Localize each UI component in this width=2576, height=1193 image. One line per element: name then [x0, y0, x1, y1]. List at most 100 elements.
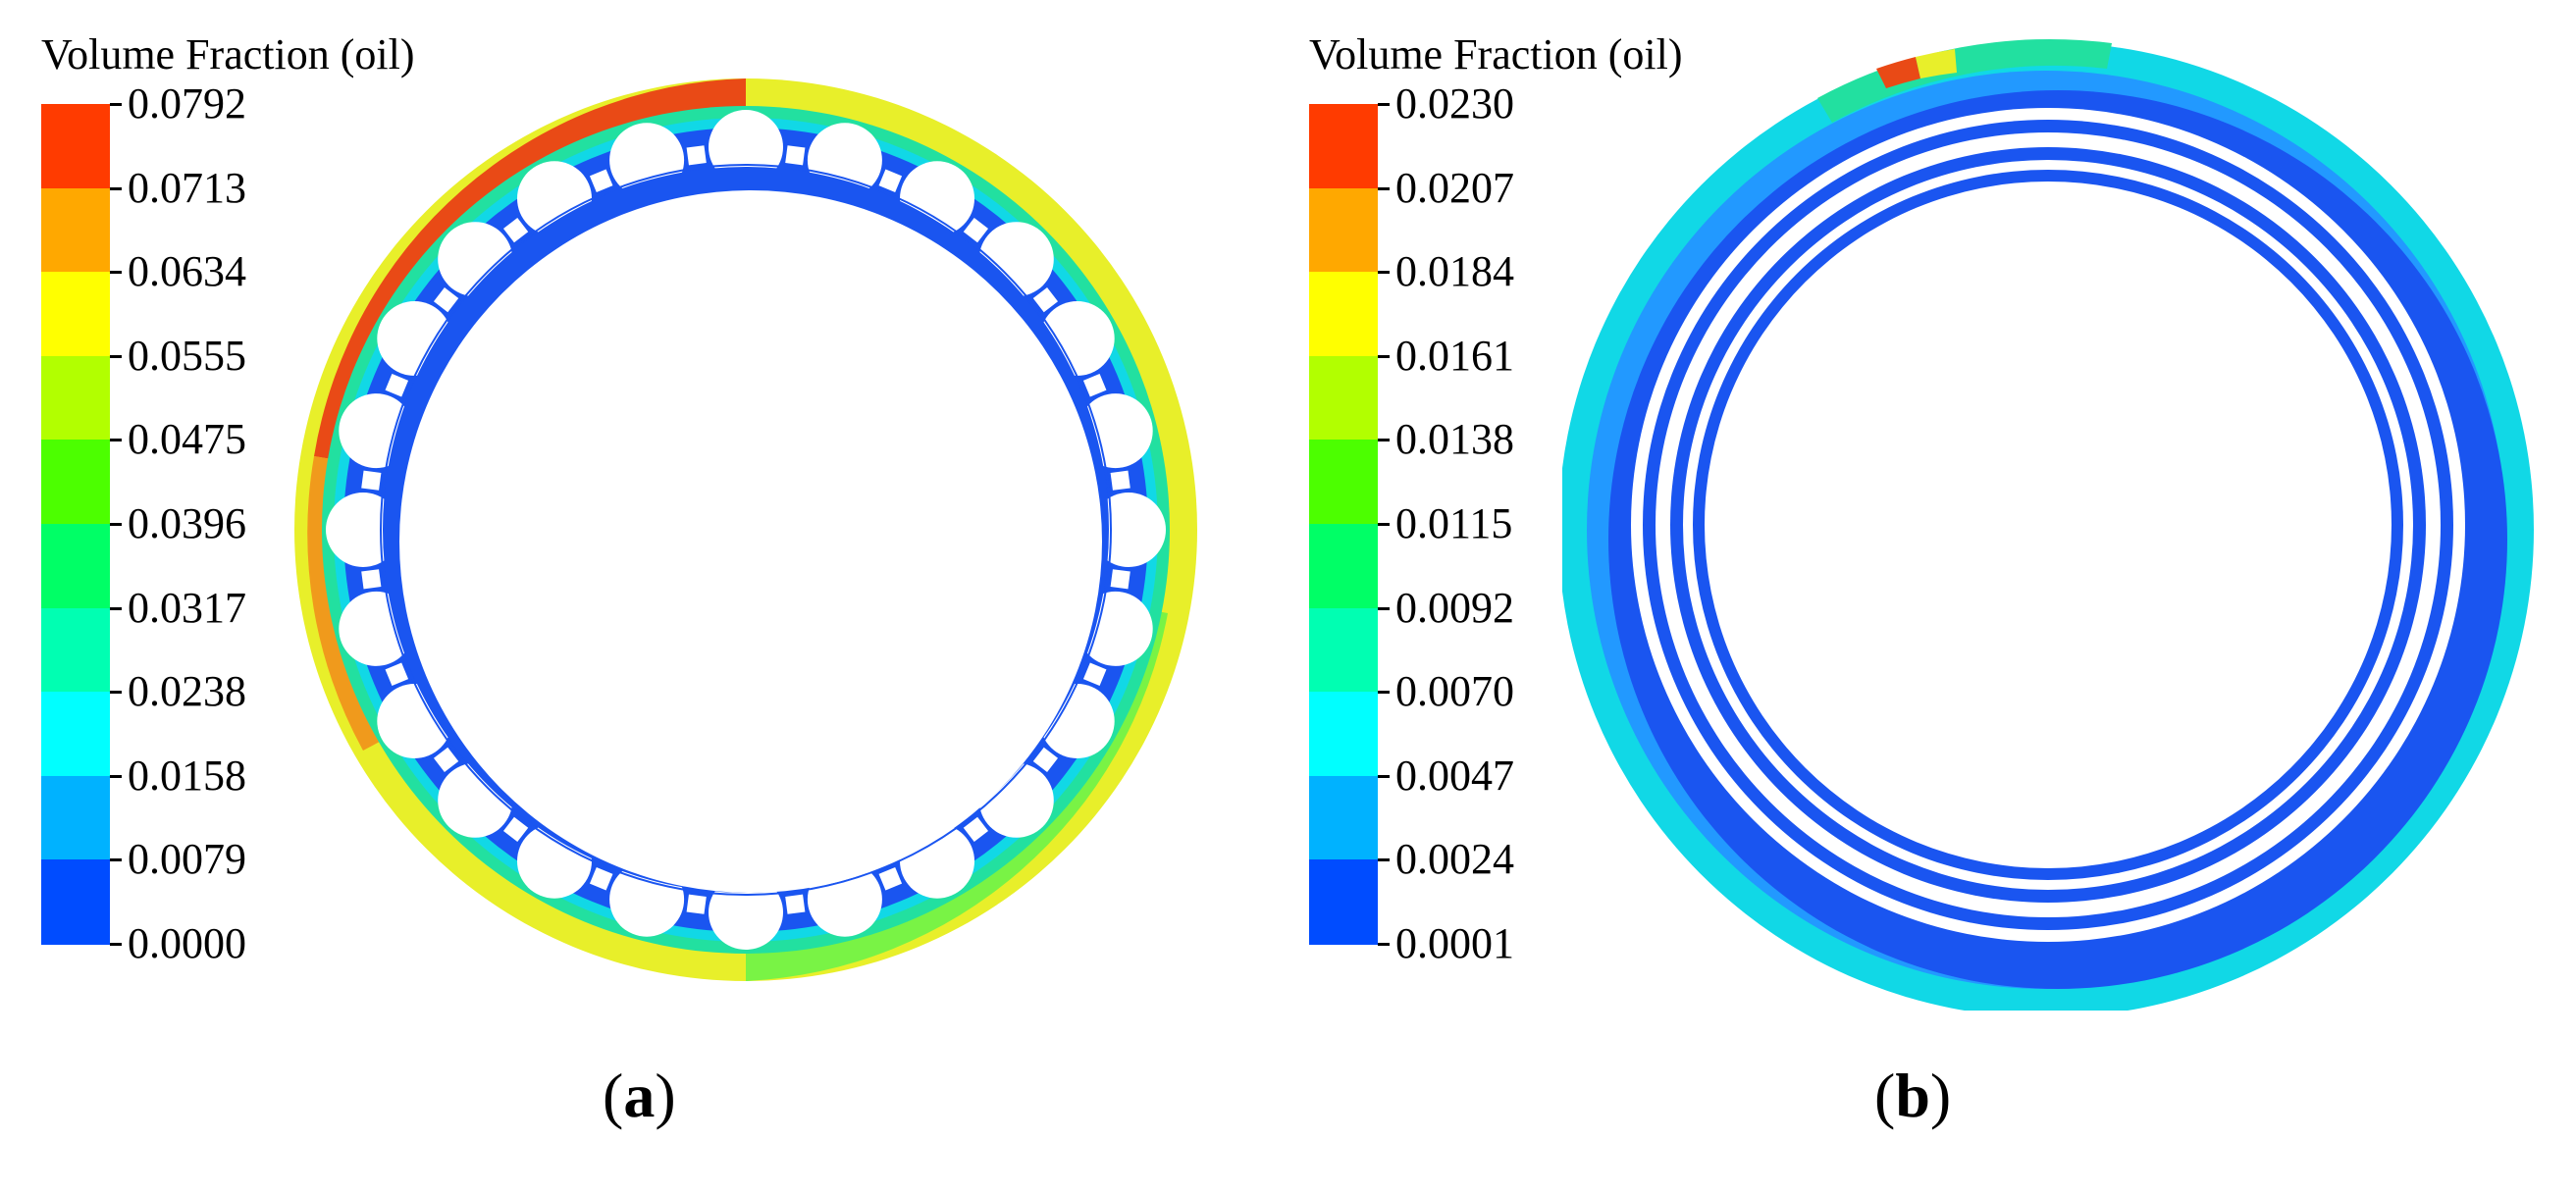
cage-pocket: [686, 145, 707, 166]
colorbar-tick: [1378, 439, 1390, 442]
colorbar-tick: [1378, 186, 1390, 190]
legend-title: Volume Fraction (oil): [1309, 30, 1683, 78]
colorbar-band: [41, 104, 110, 189]
colorbar-tick: [1378, 606, 1390, 610]
cage-pocket: [502, 217, 529, 243]
colorbar-tick: [110, 186, 122, 190]
colorbar-tick: [110, 606, 122, 610]
colorbar-band: [41, 272, 110, 357]
cage-pocket: [1110, 470, 1130, 491]
cage-pocket: [1110, 569, 1130, 590]
colorbar-band: [41, 859, 110, 945]
panel-a: Volume Fraction (oil) 0.0792 0.0713 0.0634…: [41, 30, 1197, 1130]
colorbar-band: [41, 355, 110, 441]
colorbar-band: [1309, 524, 1378, 609]
cage-pocket: [385, 662, 409, 687]
cage-pocket: [1032, 286, 1059, 313]
cage-pocket: [361, 470, 382, 491]
caption-b: (b): [1874, 1061, 1952, 1130]
cage-pocket: [785, 145, 806, 166]
colorbar-tick: [110, 858, 122, 862]
colorbar-band: [1309, 187, 1378, 274]
cage-pocket: [589, 169, 613, 193]
colorbar-tick: [1378, 523, 1390, 526]
cage-pocket: [878, 866, 903, 891]
cage-pocket: [686, 894, 707, 914]
cage-pocket: [385, 373, 409, 397]
cage-pocket: [963, 816, 989, 843]
colorbar-band: [1309, 775, 1378, 861]
colorbar-tick: [110, 691, 122, 695]
colorbar-band: [1309, 272, 1378, 357]
cage-pocket: [963, 217, 989, 243]
colorbar-tick-label: 0.0001: [1395, 919, 1514, 967]
cage-pocket: [361, 569, 382, 590]
bearing-contour-b: [1562, 38, 2534, 1011]
colorbar-tick-label: 0.0555: [128, 331, 246, 380]
colorbar-tick: [110, 439, 122, 442]
cage-pocket: [785, 894, 806, 914]
colorbar-tick-label: 0.0092: [1395, 583, 1514, 632]
colorbar-band: [1309, 440, 1378, 525]
colorbar-tick-label: 0.0161: [1395, 331, 1514, 380]
cage-pocket: [433, 747, 459, 773]
colorbar-band: [1309, 104, 1378, 189]
green-region: [746, 608, 1168, 981]
cage-pocket: [502, 816, 529, 843]
colorbar-tick-label: 0.0713: [128, 163, 246, 212]
colorbar-band: [1309, 692, 1378, 777]
cage-pocket: [878, 169, 903, 193]
colorbar-tick-label: 0.0158: [128, 751, 246, 800]
cage-pocket: [589, 866, 613, 891]
colorbar-tick-label: 0.0475: [128, 415, 246, 464]
cage-pocket: [1082, 662, 1107, 687]
colorbar-tick-label: 0.0396: [128, 499, 246, 547]
colorbar: [41, 104, 110, 945]
colorbar: [1309, 104, 1378, 945]
colorbar-band: [41, 524, 110, 609]
colorbar-tick: [110, 943, 122, 946]
colorbar-tick: [110, 271, 122, 275]
legend-title: Volume Fraction (oil): [41, 30, 415, 78]
colorbar-tick: [110, 103, 122, 106]
yellow-spot: [1916, 49, 1957, 78]
colorbar-tick: [1378, 271, 1390, 275]
cage-pocket: [433, 286, 459, 313]
colorbar-band: [41, 775, 110, 861]
colorbar-tick: [1378, 103, 1390, 106]
panel-b: Volume Fraction (oil) 0.0230 0.0207 0.0184…: [1288, 0, 2576, 1193]
colorbar-tick-label: 0.0184: [1395, 247, 1514, 296]
colorbar-tick-label: 0.0207: [1395, 163, 1514, 212]
colorbar-tick: [1378, 774, 1390, 778]
colorbar-tick: [110, 523, 122, 526]
cage-pocket: [1082, 373, 1107, 397]
colorbar-tick-label: 0.0000: [128, 919, 246, 967]
cage-pocket: [1032, 747, 1059, 773]
colorbar-tick: [110, 354, 122, 358]
colorbar-tick-label: 0.0317: [128, 583, 246, 632]
caption-a: (a): [603, 1061, 676, 1130]
high-fraction-region: [314, 78, 746, 461]
colorbar-tick-label: 0.0047: [1395, 751, 1514, 800]
colorbar-tick-label: 0.0070: [1395, 667, 1514, 716]
colorbar-tick-label: 0.0792: [128, 79, 246, 128]
colorbar-tick-label: 0.0024: [1395, 835, 1514, 884]
colorbar-tick-label: 0.0238: [128, 667, 246, 716]
inner-race: [399, 190, 1102, 893]
colorbar-tick-label: 0.0634: [128, 247, 246, 296]
colorbar-tick: [1378, 943, 1390, 946]
colorbar-band: [41, 187, 110, 274]
colorbar-band: [1309, 355, 1378, 441]
colorbar-tick: [1378, 691, 1390, 695]
colorbar-tick: [110, 774, 122, 778]
colorbar-band: [41, 692, 110, 777]
colorbar-tick-label: 0.0115: [1395, 499, 1513, 547]
colorbar-tick: [1378, 354, 1390, 358]
colorbar-band: [41, 440, 110, 525]
teal-region: [1817, 38, 2112, 124]
inner-race: [1705, 182, 2392, 868]
high-fraction-spot: [1876, 57, 1920, 88]
colorbar-band: [1309, 607, 1378, 694]
colorbar-tick-label: 0.0079: [128, 835, 246, 884]
bearing-contour-a: [294, 78, 1197, 981]
